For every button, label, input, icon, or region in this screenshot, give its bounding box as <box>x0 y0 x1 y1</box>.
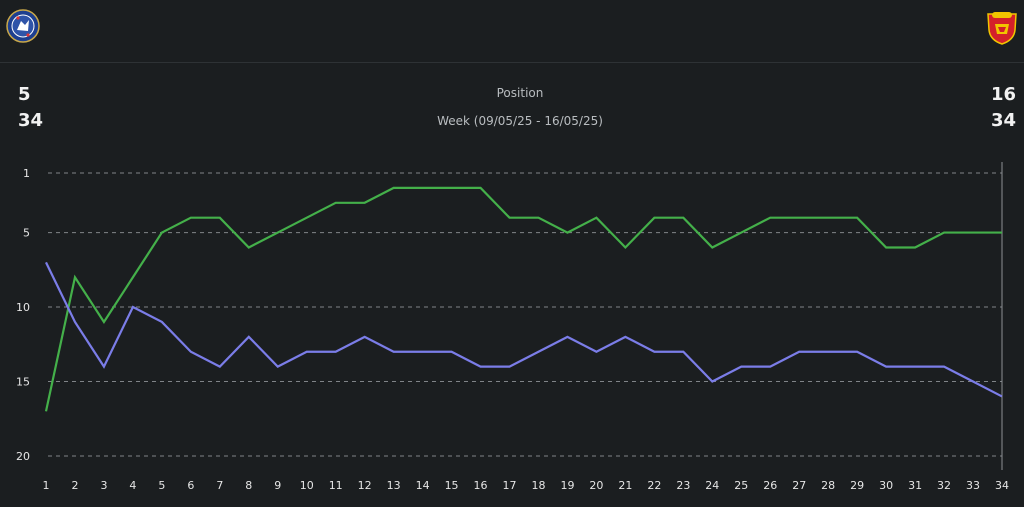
x-tick-label: 7 <box>216 479 223 492</box>
y-tick-label: 15 <box>16 376 30 389</box>
grid-lines <box>48 162 1003 470</box>
x-tick-label: 33 <box>966 479 980 492</box>
manchester-united-crest-icon[interactable] <box>984 8 1020 46</box>
x-tick-label: 30 <box>879 479 893 492</box>
header-bar <box>0 0 1024 63</box>
series-line-home[interactable] <box>44 186 1002 412</box>
x-tick-label: 22 <box>647 479 661 492</box>
x-tick-label: 29 <box>850 479 864 492</box>
x-tick-label: 6 <box>187 479 194 492</box>
x-tick-label: 20 <box>589 479 603 492</box>
x-tick-label: 19 <box>560 479 574 492</box>
x-tick-label: 11 <box>329 479 343 492</box>
x-tick-label: 25 <box>734 479 748 492</box>
x-tick-label: 14 <box>416 479 430 492</box>
x-tick-label: 15 <box>445 479 459 492</box>
x-tick-label: 26 <box>763 479 777 492</box>
series-line-away[interactable] <box>45 261 1003 398</box>
x-tick-label: 24 <box>705 479 719 492</box>
x-tick-label: 31 <box>908 479 922 492</box>
x-tick-label: 13 <box>387 479 401 492</box>
x-tick-label: 8 <box>245 479 252 492</box>
x-tick-label: 27 <box>792 479 806 492</box>
x-tick-label: 2 <box>71 479 78 492</box>
x-tick-label: 17 <box>503 479 517 492</box>
x-tick-label: 12 <box>358 479 372 492</box>
x-tick-label: 21 <box>618 479 632 492</box>
x-tick-label: 5 <box>158 479 165 492</box>
y-tick-label: 10 <box>16 301 30 314</box>
y-tick-label: 1 <box>23 167 30 180</box>
x-tick-label: 16 <box>474 479 488 492</box>
home-position-value: 5 <box>18 84 31 105</box>
x-tick-label: 32 <box>937 479 951 492</box>
x-tick-label: 3 <box>100 479 107 492</box>
series-lines <box>44 186 1003 412</box>
chart-subtitle: Week (09/05/25 - 16/05/25) <box>437 114 603 128</box>
x-tick-label: 1 <box>43 479 50 492</box>
x-tick-label: 4 <box>129 479 136 492</box>
x-tick-label: 10 <box>300 479 314 492</box>
x-tick-label: 9 <box>274 479 281 492</box>
chart-title: Position <box>496 86 544 100</box>
away-position-value: 16 <box>990 84 1016 105</box>
x-tick-label: 28 <box>821 479 835 492</box>
y-tick-label: 20 <box>16 450 30 463</box>
x-tick-label: 23 <box>676 479 690 492</box>
x-tick-label: 18 <box>531 479 545 492</box>
away-week-value: 34 <box>990 110 1016 131</box>
home-week-value: 34 <box>18 110 44 131</box>
x-tick-label: 34 <box>995 479 1009 492</box>
chelsea-crest-icon[interactable] <box>5 8 41 46</box>
y-tick-label: 5 <box>23 227 30 240</box>
